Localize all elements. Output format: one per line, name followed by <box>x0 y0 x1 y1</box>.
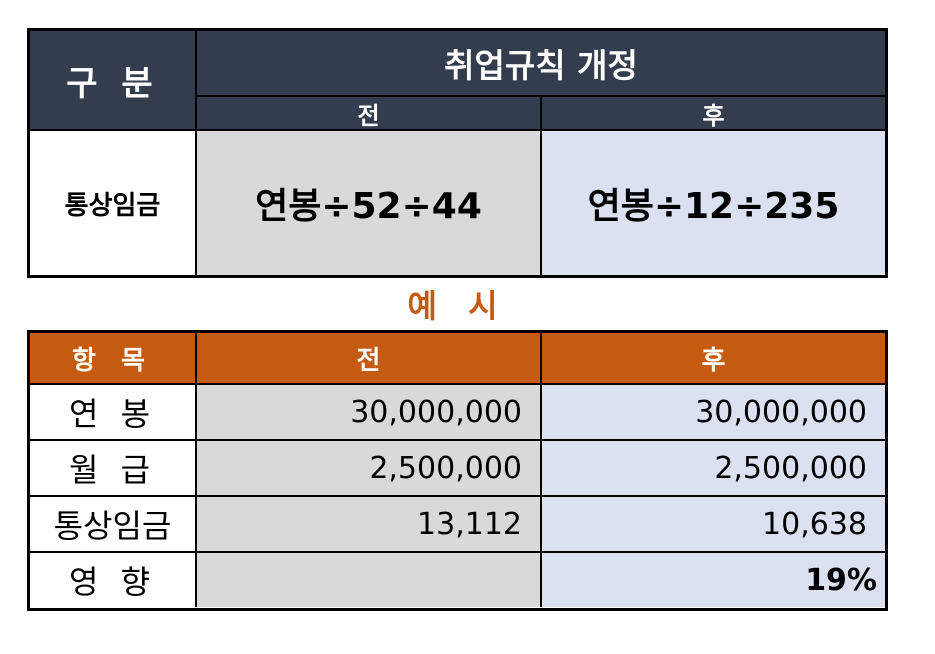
row-before-ordinary-wage: 13,112 <box>197 495 542 551</box>
rule-revision-table: 구 분 취업규칙 개정 전 후 통상임금 연봉÷52÷44 연봉÷12÷235 <box>27 28 888 278</box>
row-before-impact <box>197 551 542 607</box>
item-header: 항 목 <box>30 333 197 383</box>
row-label-ordinary-wage: 통상임금 <box>30 495 197 551</box>
before-formula: 연봉÷52÷44 <box>197 129 542 275</box>
row-after-impact: 19% <box>542 551 885 607</box>
row-label-monthly: 월 급 <box>30 439 197 495</box>
row-label-impact: 영 향 <box>30 551 197 607</box>
rule-revision-title: 취업규칙 개정 <box>197 31 885 97</box>
row-after-ordinary-wage: 10,638 <box>542 495 885 551</box>
row-before-salary: 30,000,000 <box>197 383 542 439</box>
category-header: 구 분 <box>30 31 197 129</box>
ordinary-wage-label: 통상임금 <box>30 129 197 275</box>
before-header: 전 <box>197 97 542 130</box>
row-after-monthly: 2,500,000 <box>542 439 885 495</box>
row-before-monthly: 2,500,000 <box>197 439 542 495</box>
after-header: 후 <box>542 97 885 130</box>
row-label-salary: 연 봉 <box>30 383 197 439</box>
example-table: 항 목 전 후 연 봉 30,000,000 30,000,000 월 급 2,… <box>27 330 888 611</box>
row-after-salary: 30,000,000 <box>542 383 885 439</box>
after-formula: 연봉÷12÷235 <box>542 129 885 275</box>
example-title: 예 시 <box>407 287 508 325</box>
after-header: 후 <box>542 333 885 383</box>
before-header: 전 <box>197 333 542 383</box>
